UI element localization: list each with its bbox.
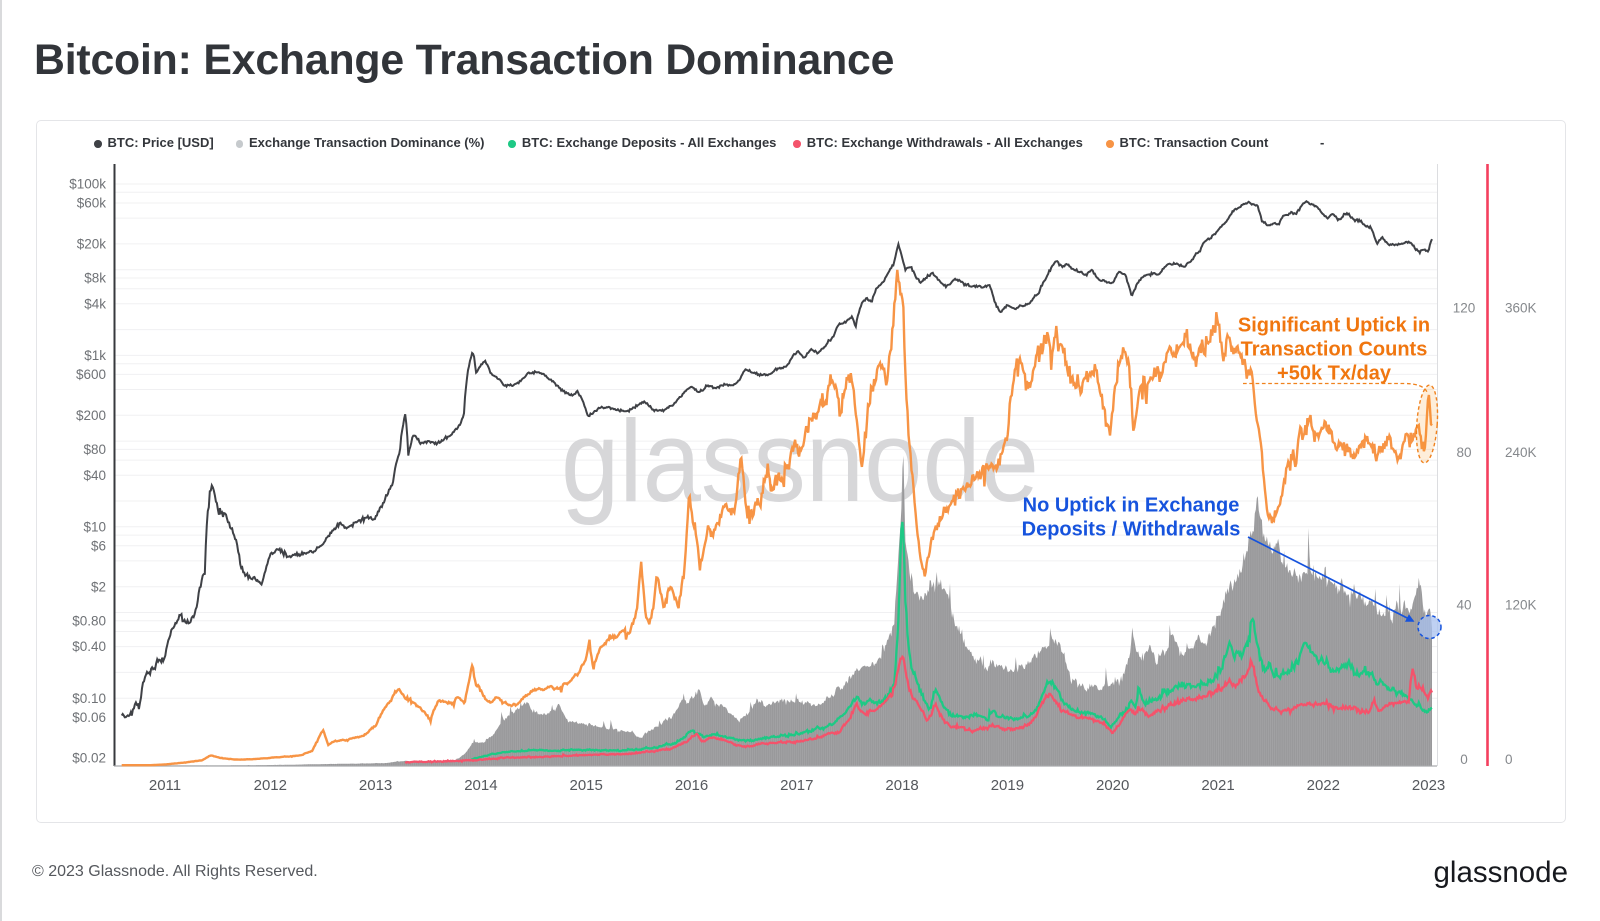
svg-text:$100k: $100k (69, 177, 106, 192)
svg-text:2020: 2020 (1096, 777, 1129, 794)
svg-text:glassnode: glassnode (561, 396, 1039, 526)
svg-text:$80: $80 (83, 442, 106, 457)
svg-text:2014: 2014 (464, 777, 497, 794)
svg-text:$20k: $20k (77, 237, 107, 252)
svg-text:Transaction Counts: Transaction Counts (1241, 339, 1428, 361)
svg-text:240K: 240K (1505, 445, 1537, 460)
svg-text:2011: 2011 (149, 777, 181, 794)
svg-text:2015: 2015 (570, 777, 603, 794)
svg-text:2022: 2022 (1307, 777, 1340, 794)
svg-text:2023: 2023 (1412, 777, 1445, 794)
svg-text:$8k: $8k (84, 271, 106, 286)
svg-text:120: 120 (1453, 301, 1476, 316)
svg-text:$40: $40 (83, 468, 106, 483)
svg-text:$4k: $4k (84, 296, 106, 311)
svg-text:$0.06: $0.06 (72, 710, 106, 725)
svg-text:80: 80 (1456, 445, 1471, 460)
svg-text:2019: 2019 (991, 777, 1024, 794)
svg-text:$1k: $1k (84, 348, 106, 363)
svg-text:2021: 2021 (1201, 777, 1234, 794)
svg-text:Deposits / Withdrawals: Deposits / Withdrawals (1022, 519, 1241, 541)
svg-text:360K: 360K (1505, 301, 1537, 316)
svg-text:2012: 2012 (254, 777, 287, 794)
svg-text:+50k Tx/day: +50k Tx/day (1277, 363, 1392, 385)
svg-text:$0.80: $0.80 (72, 613, 106, 628)
svg-text:2018: 2018 (885, 777, 918, 794)
svg-text:$2: $2 (91, 579, 106, 594)
svg-text:$60k: $60k (77, 196, 107, 211)
svg-text:$10: $10 (83, 519, 106, 534)
svg-text:40: 40 (1456, 598, 1471, 613)
svg-text:0: 0 (1505, 752, 1513, 767)
svg-text:$600: $600 (76, 367, 106, 382)
svg-text:2013: 2013 (359, 777, 392, 794)
svg-text:No Uptick in Exchange: No Uptick in Exchange (1023, 495, 1240, 517)
svg-text:120K: 120K (1505, 598, 1537, 613)
svg-text:2016: 2016 (675, 777, 708, 794)
svg-text:$6: $6 (91, 538, 106, 553)
svg-text:$200: $200 (76, 408, 106, 423)
svg-text:0: 0 (1460, 752, 1468, 767)
svg-text:$0.40: $0.40 (72, 639, 106, 654)
svg-text:2017: 2017 (780, 777, 813, 794)
svg-text:$0.02: $0.02 (72, 751, 106, 766)
svg-text:$0.10: $0.10 (72, 691, 106, 706)
svg-text:Significant Uptick in: Significant Uptick in (1238, 315, 1430, 337)
